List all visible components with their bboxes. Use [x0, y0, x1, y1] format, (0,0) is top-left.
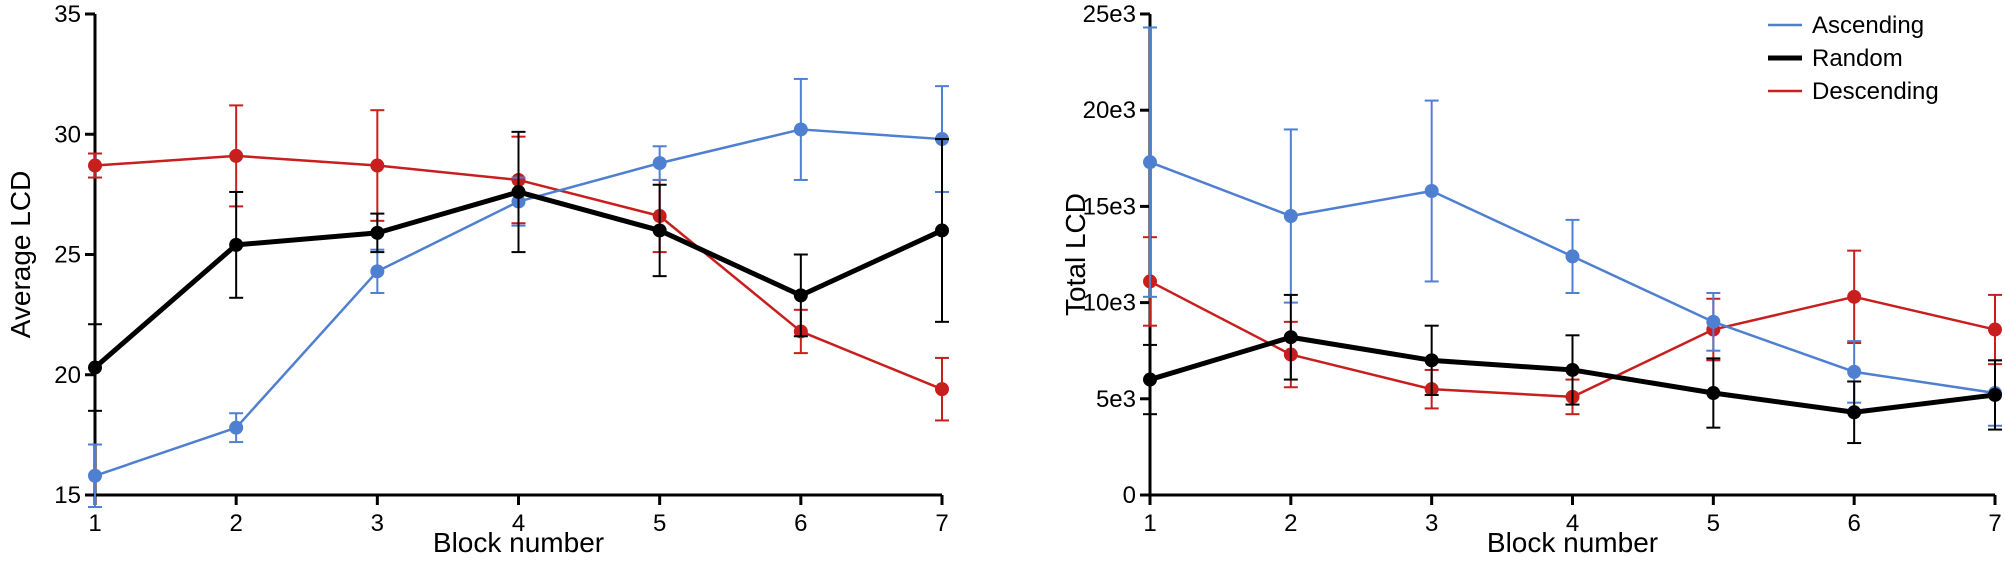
data-point — [1988, 322, 2002, 337]
data-point — [1706, 314, 1721, 329]
data-point — [935, 223, 949, 238]
data-point — [370, 264, 385, 279]
data-point — [935, 382, 949, 397]
data-point — [88, 158, 102, 173]
data-point — [1706, 386, 1721, 401]
y-axis-title: Average LCD — [5, 171, 36, 339]
data-point — [793, 122, 808, 137]
y-tick-label: 10e3 — [1083, 290, 1136, 317]
data-point — [1847, 289, 1862, 304]
data-point — [370, 158, 385, 173]
data-point — [511, 184, 526, 199]
x-tick-label: 2 — [1284, 510, 1297, 537]
data-point — [1424, 353, 1439, 368]
x-tick-label: 3 — [371, 510, 384, 537]
x-tick-label: 6 — [794, 510, 807, 537]
data-point — [88, 468, 102, 483]
x-tick-label: 5 — [1707, 510, 1720, 537]
series-random — [88, 130, 949, 412]
legend-label-random: Random — [1812, 45, 1903, 72]
x-tick-label: 1 — [88, 510, 101, 537]
data-point — [1988, 387, 2002, 402]
y-tick-label: 25 — [54, 242, 81, 269]
legend-label-descending: Descending — [1812, 78, 1939, 105]
y-tick-label: 30 — [54, 121, 81, 148]
data-point — [229, 420, 244, 435]
x-tick-label: 4 — [512, 510, 525, 537]
x-tick-label: 2 — [229, 510, 242, 537]
x-tick-label: 7 — [1988, 510, 2001, 537]
data-point — [229, 237, 244, 252]
chart-total-lcd: 0 5e3 10e3 15e3 20e3 25e3 1 2 3 4 5 6 7 Block number T… — [1060, 1, 2002, 558]
y-axis-title: Total LCD — [1060, 193, 1091, 316]
data-point — [1143, 155, 1157, 170]
x-tick-label: 3 — [1425, 510, 1438, 537]
data-point — [1424, 184, 1439, 199]
x-axis-title: Block number — [1487, 527, 1658, 558]
data-point — [793, 288, 808, 303]
data-point — [1283, 209, 1298, 224]
y-tick-label: 25e3 — [1083, 1, 1136, 28]
legend-label-ascending: Ascending — [1812, 12, 1924, 39]
data-point — [1143, 372, 1157, 387]
data-point — [88, 360, 102, 375]
data-point — [652, 156, 667, 171]
x-tick-label: 4 — [1566, 510, 1579, 537]
data-point — [1283, 330, 1298, 345]
x-tick-label: 7 — [935, 510, 948, 537]
data-point — [1565, 249, 1580, 264]
y-tick-label: 15 — [54, 482, 81, 509]
chart-average-lcd: 15 20 25 30 35 1 2 3 4 5 6 7 Block number Average LCD — [5, 1, 949, 558]
x-axis-title: Block number — [433, 527, 604, 558]
x-tick-label: 6 — [1847, 510, 1860, 537]
data-point — [1565, 362, 1580, 377]
legend: Ascending Random Descending — [1768, 12, 1939, 105]
y-tick-label: 20e3 — [1083, 97, 1136, 124]
x-tick-label: 5 — [653, 510, 666, 537]
data-point — [229, 148, 244, 163]
data-point — [652, 223, 667, 238]
y-tick-label: 35 — [54, 1, 81, 28]
data-point — [370, 225, 385, 240]
y-tick-label: 15e3 — [1083, 193, 1136, 220]
y-tick-label: 5e3 — [1096, 386, 1136, 413]
series-random — [1143, 293, 2002, 445]
data-point — [1847, 405, 1862, 420]
y-tick-label: 0 — [1123, 482, 1136, 509]
data-point — [1847, 364, 1862, 379]
x-tick-label: 1 — [1143, 510, 1156, 537]
y-tick-label: 20 — [54, 362, 81, 389]
